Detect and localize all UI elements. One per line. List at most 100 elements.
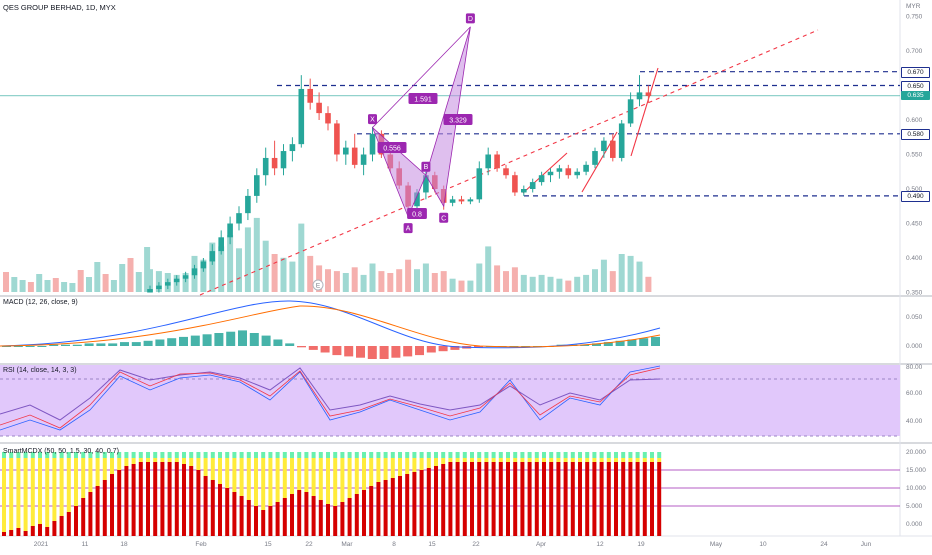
smi-green [102, 452, 107, 458]
smi-yellow [455, 458, 460, 462]
volume-bar [547, 276, 554, 292]
smi-green [491, 452, 496, 458]
smi-red [412, 472, 417, 536]
macd-hist [120, 342, 129, 346]
smi-yellow [225, 458, 230, 488]
smi-green [2, 452, 6, 458]
pattern-ratio-badge [377, 142, 407, 153]
smi-green [455, 452, 460, 458]
volume-bar [592, 269, 598, 292]
smi-yellow [434, 458, 438, 466]
smi-label[interactable]: SmartMCDX (50, 50, 1.5, 30, 40, 0.7) [3, 448, 119, 455]
rsi-band [0, 365, 900, 436]
smi-green [657, 452, 662, 458]
smi-yellow [621, 458, 626, 462]
smi-yellow [354, 458, 359, 494]
time-tick: 22 [472, 541, 480, 548]
smi-green [484, 452, 489, 458]
volume-bar [351, 267, 358, 292]
volume-bar [307, 255, 314, 292]
smi-red [261, 510, 266, 536]
smi-green [398, 452, 402, 458]
smi-green [268, 452, 273, 458]
macd-hist [96, 343, 106, 346]
macd-hist [297, 346, 306, 348]
smi-red [592, 462, 597, 536]
smi-yellow [441, 458, 446, 464]
volume-bar [600, 259, 607, 292]
smi-red [102, 480, 107, 536]
price-tag[interactable]: 0.580 [901, 129, 930, 141]
pattern-point-label: A [406, 226, 411, 233]
price-tag[interactable]: 0.650 [901, 81, 930, 92]
smi-yellow [534, 458, 539, 462]
smi-red [88, 492, 93, 536]
candle-body [334, 123, 340, 155]
macd-hist [273, 339, 283, 346]
smi-yellow [585, 458, 590, 462]
smi-red [246, 500, 251, 536]
smi-yellow [160, 458, 165, 462]
smi-yellow [81, 458, 86, 498]
pattern-ratio-badge [407, 208, 427, 219]
rsi-label[interactable]: RSI (14, close, 14, 3, 3) [3, 367, 77, 374]
trend-line [199, 29, 819, 296]
time-tick: 11 [82, 541, 89, 548]
smi-red [9, 530, 14, 536]
smi-yellow [167, 458, 172, 462]
price-tag[interactable]: 0.670 [901, 67, 930, 79]
smi-green [599, 452, 604, 458]
smi-green [434, 452, 438, 458]
smi-red [527, 462, 532, 536]
smi-red [196, 470, 201, 536]
smi-yellow [333, 458, 338, 506]
volume-bar [609, 271, 616, 292]
candle-body [156, 285, 162, 290]
pattern-point-badge [403, 223, 413, 234]
smi-green [282, 452, 287, 458]
volume-bar [94, 262, 101, 292]
volume-bar [556, 278, 563, 292]
smi-yellow [275, 458, 280, 502]
macd-hist [72, 344, 82, 346]
macd-hist [167, 338, 177, 346]
candle-body [574, 171, 580, 176]
smi-red [585, 462, 590, 536]
smi-red [239, 496, 244, 536]
symbol-title[interactable]: QES GROUP BERHAD, 1D, MYX [3, 3, 116, 12]
volume-bar [583, 274, 590, 292]
macd-hist [367, 346, 377, 359]
volume-bar [253, 217, 260, 292]
smi-green [189, 452, 194, 458]
rsi-tick: 60.00 [906, 390, 923, 397]
macd-hist [403, 346, 413, 357]
smi-red [599, 462, 604, 536]
price-tag[interactable]: 0.635 [901, 91, 930, 101]
smi-green [146, 452, 150, 458]
price-tag[interactable]: 0.490 [901, 191, 930, 203]
smi-red [282, 498, 287, 536]
candle-body [254, 175, 260, 196]
pattern-ratio-badge [408, 93, 438, 104]
smi-yellow [182, 458, 186, 464]
smi-yellow [268, 458, 273, 506]
smi-red [203, 476, 208, 536]
smi-yellow [491, 458, 496, 462]
pattern-point-badge [465, 13, 475, 24]
smi-yellow [369, 458, 374, 486]
smi-red [520, 462, 525, 536]
smi-green [117, 452, 122, 458]
smi-red [2, 532, 6, 536]
volume-bar [369, 263, 376, 292]
smi-red [621, 462, 626, 536]
volume-bar [27, 282, 34, 292]
smi-yellow [405, 458, 410, 474]
macd-label[interactable]: MACD (12, 26, close, 9) [3, 299, 78, 306]
smi-green [642, 452, 647, 458]
smi-green [196, 452, 201, 458]
smi-yellow [203, 458, 208, 476]
volume-bar [227, 235, 234, 292]
smi-red [484, 462, 489, 536]
